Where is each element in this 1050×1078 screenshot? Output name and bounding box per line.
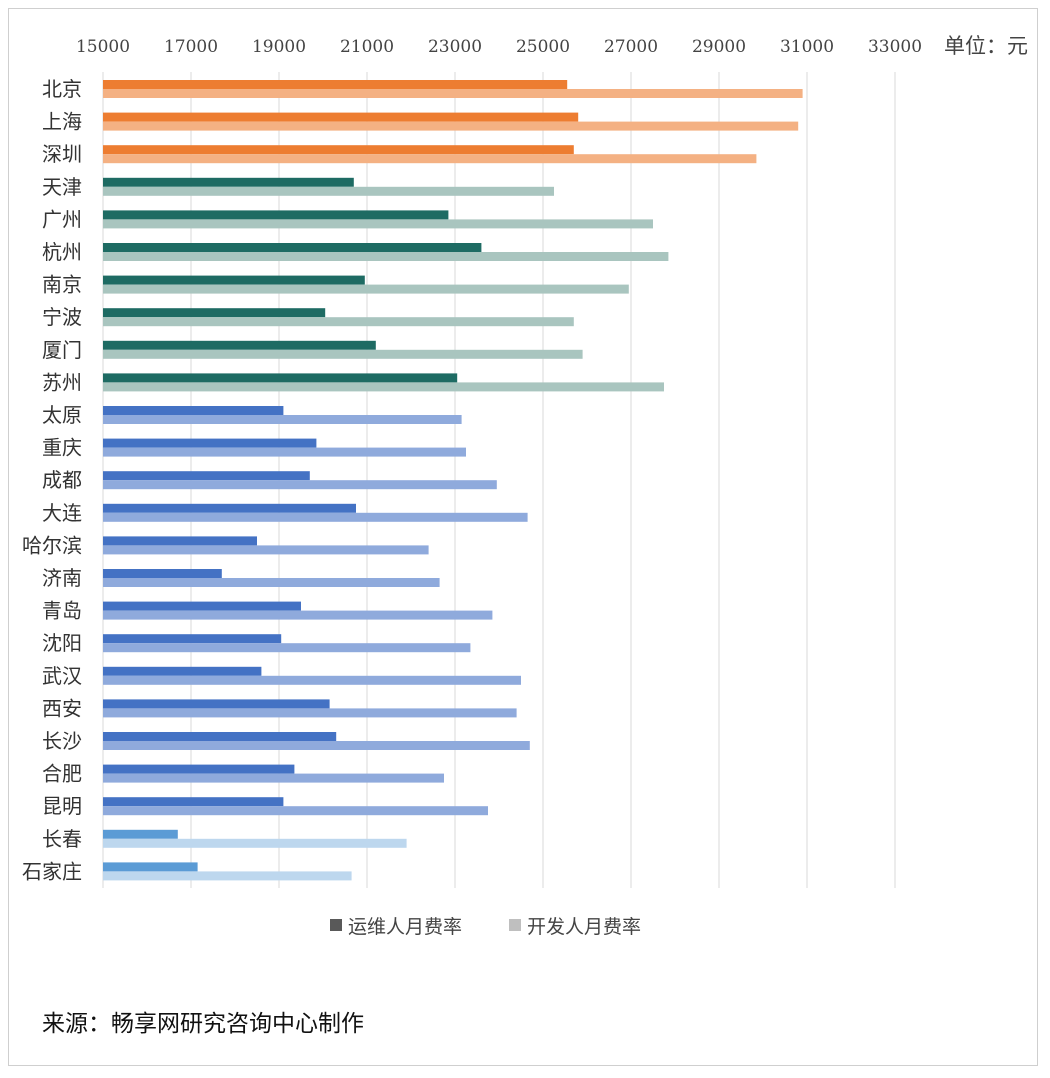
x-tick-label: 27000 xyxy=(604,37,658,57)
x-axis-tick-labels: 15000 17000 19000 21000 23000 25000 27000 29000… xyxy=(76,37,922,57)
bar-dev-4 xyxy=(103,219,653,229)
category-label: 深圳 xyxy=(42,142,82,166)
x-tick-label: 23000 xyxy=(428,37,482,57)
bar-ops-8 xyxy=(103,340,376,350)
bar-dev-1 xyxy=(103,121,799,131)
x-tick-label: 21000 xyxy=(340,37,394,57)
category-label: 昆明 xyxy=(42,794,82,818)
bar-dev-18 xyxy=(103,675,521,685)
category-label: 太原 xyxy=(42,403,82,427)
source-note: 来源：畅享网研究咨询中心制作 xyxy=(42,1011,364,1037)
bar-dev-23 xyxy=(103,838,407,848)
x-tick-label: 15000 xyxy=(76,37,130,57)
bar-ops-6 xyxy=(103,275,365,285)
x-tick-label: 17000 xyxy=(164,37,218,57)
x-tick-label: 31000 xyxy=(780,37,834,57)
category-label: 北京 xyxy=(42,77,82,101)
bar-ops-3 xyxy=(103,177,354,187)
bar-dev-16 xyxy=(103,610,493,620)
category-label: 西安 xyxy=(42,696,82,720)
bar-dev-8 xyxy=(103,349,583,359)
bar-dev-3 xyxy=(103,186,554,196)
bar-ops-21 xyxy=(103,764,295,774)
category-label: 厦门 xyxy=(42,338,82,362)
bar-dev-20 xyxy=(103,741,530,750)
category-label: 长春 xyxy=(42,827,82,851)
bar-ops-24 xyxy=(103,862,198,872)
category-label: 青岛 xyxy=(42,599,82,623)
bar-ops-11 xyxy=(103,438,317,448)
bar-dev-17 xyxy=(103,643,471,653)
legend-swatch-dev xyxy=(509,919,521,931)
category-label: 南京 xyxy=(42,273,82,297)
bar-ops-7 xyxy=(103,308,326,318)
category-label: 哈尔滨 xyxy=(22,533,82,557)
bar-ops-16 xyxy=(103,601,301,611)
category-label: 沈阳 xyxy=(42,631,82,655)
category-label: 长沙 xyxy=(42,729,82,753)
bar-dev-13 xyxy=(103,512,528,522)
category-label: 天津 xyxy=(42,175,82,199)
category-label: 武汉 xyxy=(42,664,82,688)
bar-ops-10 xyxy=(103,406,284,415)
bar-dev-22 xyxy=(103,806,488,816)
category-label: 苏州 xyxy=(42,370,82,394)
bar-dev-11 xyxy=(103,447,466,457)
bar-ops-5 xyxy=(103,243,482,252)
bar-dev-5 xyxy=(103,252,669,261)
gridlines xyxy=(102,72,896,888)
category-label: 重庆 xyxy=(42,436,82,460)
unit-label: 单位：元 xyxy=(944,34,1028,58)
category-labels: 北京上海深圳天津广州杭州南京宁波厦门苏州太原重庆成都大连哈尔滨济南青岛沈阳武汉西… xyxy=(22,77,82,883)
bar-ops-0 xyxy=(103,80,568,89)
category-label: 杭州 xyxy=(42,240,82,264)
category-label: 上海 xyxy=(42,110,82,134)
bar-dev-2 xyxy=(103,154,757,164)
bar-dev-24 xyxy=(103,871,352,881)
bar-dev-12 xyxy=(103,480,497,490)
bar-dev-14 xyxy=(103,545,429,555)
category-label: 合肥 xyxy=(42,762,82,786)
category-label: 成都 xyxy=(42,468,82,492)
bar-dev-19 xyxy=(103,708,517,718)
legend-swatch-ops xyxy=(330,919,342,931)
bar-dev-10 xyxy=(103,415,462,424)
legend-label-ops: 运维人月费率 xyxy=(348,916,462,938)
x-tick-label: 25000 xyxy=(516,37,570,57)
bar-dev-7 xyxy=(103,317,574,327)
legend: 运维人月费率 开发人月费率 xyxy=(330,916,641,938)
bar-ops-18 xyxy=(103,666,262,676)
bar-ops-17 xyxy=(103,634,282,644)
chart-frame xyxy=(8,8,1038,1066)
bar-ops-20 xyxy=(103,732,337,741)
bar-dev-15 xyxy=(103,578,440,587)
bar-ops-2 xyxy=(103,145,574,155)
legend-label-dev: 开发人月费率 xyxy=(527,916,641,938)
category-label: 广州 xyxy=(42,207,82,231)
bar-ops-19 xyxy=(103,699,330,709)
bar-ops-9 xyxy=(103,373,458,383)
bar-dev-21 xyxy=(103,773,444,783)
bar-dev-9 xyxy=(103,382,664,392)
bar-ops-15 xyxy=(103,569,222,578)
bars xyxy=(103,80,803,881)
bar-ops-23 xyxy=(103,829,178,839)
bar-ops-13 xyxy=(103,503,356,513)
bar-ops-12 xyxy=(103,471,310,481)
x-tick-label: 29000 xyxy=(692,37,746,57)
bar-ops-1 xyxy=(103,112,579,122)
category-label: 大连 xyxy=(42,501,82,525)
x-tick-label: 33000 xyxy=(868,37,922,57)
bar-dev-0 xyxy=(103,89,803,98)
bar-ops-4 xyxy=(103,210,449,220)
bar-dev-6 xyxy=(103,284,629,294)
x-tick-label: 19000 xyxy=(252,37,306,57)
category-label: 石家庄 xyxy=(22,859,82,883)
bar-ops-22 xyxy=(103,797,284,807)
bar-ops-14 xyxy=(103,536,257,546)
category-label: 济南 xyxy=(42,566,82,590)
category-label: 宁波 xyxy=(42,305,82,329)
